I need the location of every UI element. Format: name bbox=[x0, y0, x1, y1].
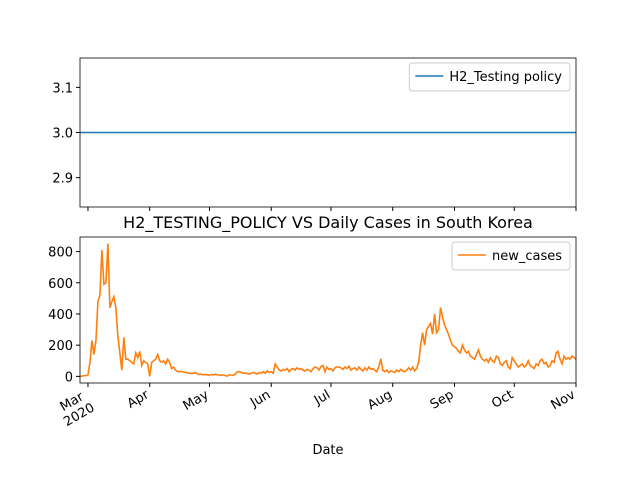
chart-title: H2_TESTING_POLICY VS Daily Cases in Sout… bbox=[123, 213, 533, 233]
legend-box bbox=[451, 241, 571, 271]
y-tick-label: 0 bbox=[65, 370, 73, 385]
legend-label: new_cases bbox=[492, 249, 562, 264]
legend: H2_Testing policy bbox=[408, 62, 571, 92]
y-tick-label: 600 bbox=[48, 277, 73, 292]
y-tick-label: 3.0 bbox=[52, 127, 73, 142]
x-tick-label: Jul bbox=[311, 387, 333, 408]
x-tick-label: Aug bbox=[365, 387, 394, 413]
y-tick-label: 2.9 bbox=[52, 172, 73, 187]
x-tick-label: Jun bbox=[247, 387, 273, 411]
y-tick-label: 800 bbox=[48, 246, 73, 261]
axes-frame bbox=[79, 236, 577, 384]
legend-box bbox=[408, 62, 571, 92]
y-tick-label: 400 bbox=[48, 308, 73, 323]
y-tick-label: 3.1 bbox=[52, 81, 73, 96]
y-tick-label: 200 bbox=[48, 339, 73, 354]
x-tick-label: Nov bbox=[549, 387, 579, 413]
series-line bbox=[79, 243, 577, 378]
x-tick-label: Oct bbox=[489, 387, 516, 411]
x-tick-label: Apr bbox=[125, 387, 153, 412]
x-tick-label: Sep bbox=[428, 387, 457, 412]
legend: new_cases bbox=[451, 241, 571, 271]
x-axis-label: Date bbox=[312, 443, 343, 458]
legend-label: H2_Testing policy bbox=[449, 70, 562, 85]
x-tick-label: Mar 2020 bbox=[54, 387, 98, 430]
axes-frame bbox=[79, 57, 577, 208]
x-tick-label: May bbox=[181, 387, 212, 414]
